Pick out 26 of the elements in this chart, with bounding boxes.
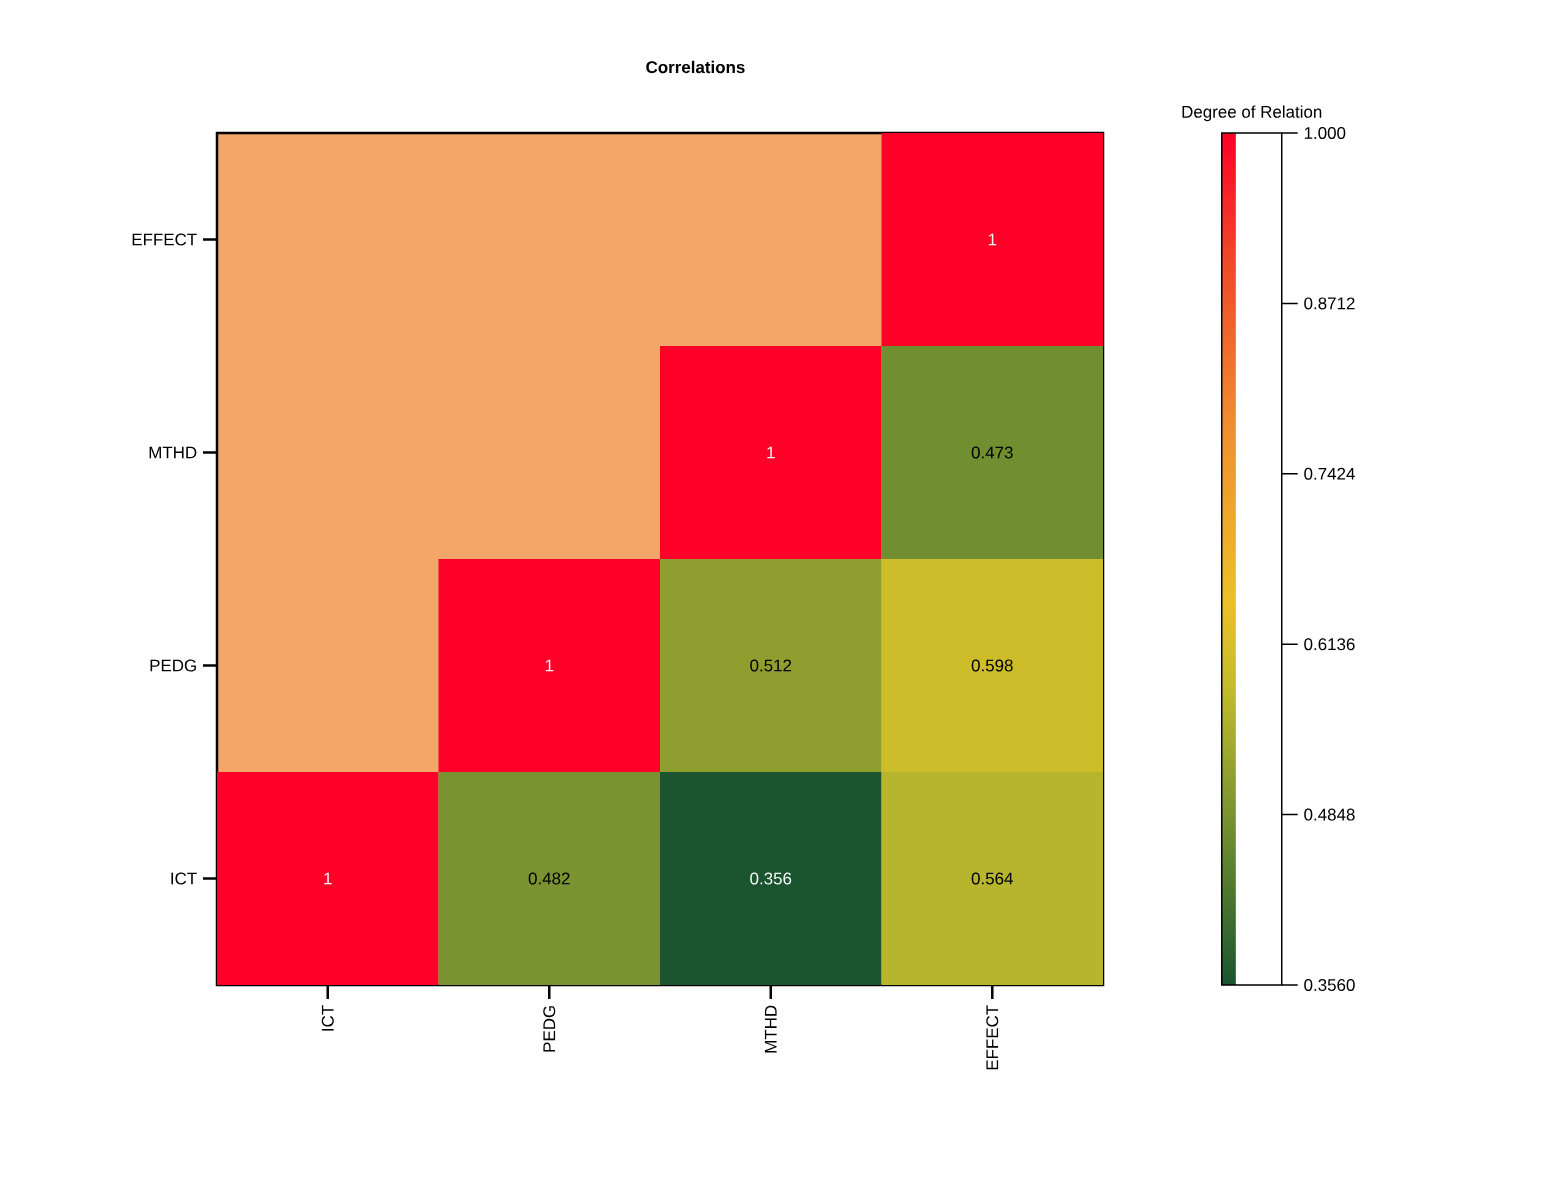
data-label: 0.356 [750,872,792,885]
y-tick-label: EFFECT [132,233,197,246]
data-label: 0.512 [750,659,792,672]
x-tick-label: MTHD [764,1005,777,1053]
y-tick-label: PEDG [150,659,196,672]
color-bar-label: 0.4848 [1304,808,1355,821]
data-label: 1 [988,233,997,246]
x-tick-label: PEDG [543,1006,556,1052]
color-bar-title: Degree of Relation [1182,105,1322,122]
data-label: 0.473 [971,446,1013,459]
x-tick-label: EFFECT [986,1005,999,1070]
color-bar-label: 0.7424 [1304,467,1355,480]
data-label: 1 [767,446,775,459]
color-bar-label: 0.6136 [1304,638,1355,651]
color-bar-label: 0.3560 [1304,979,1355,991]
y-tick-label: MTHD [149,446,197,459]
x-tick-label: ICT [321,1005,334,1031]
chart-title: Correlations [646,60,745,74]
color-bar-label: 1.000 [1304,126,1346,139]
data-label: 0.482 [528,872,570,885]
data-label: 1 [324,872,332,885]
data-label: 0.598 [971,659,1013,672]
data-label: 1 [545,659,554,672]
y-tick-label: ICT [171,872,197,885]
color-bar-label: 0.8712 [1304,297,1355,310]
data-label: 0.564 [971,872,1013,885]
